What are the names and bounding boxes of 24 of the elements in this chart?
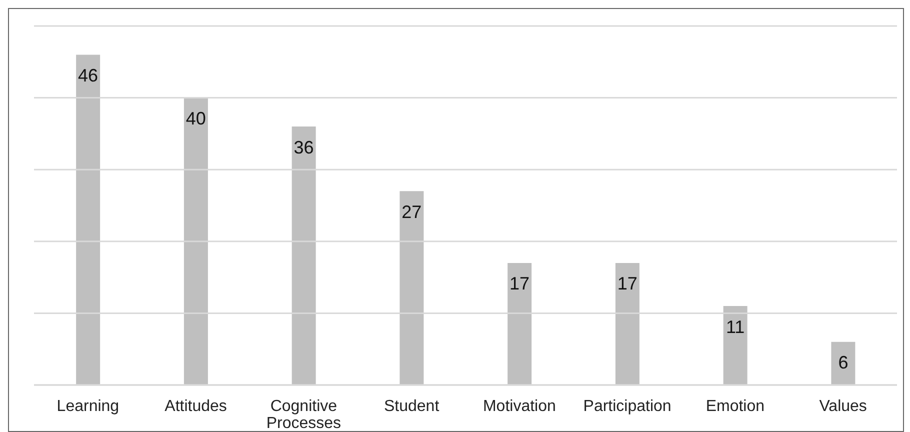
data-label: 17 — [617, 274, 638, 294]
x-tick-label: Cognitive Processes — [266, 398, 342, 432]
bar — [400, 191, 424, 385]
data-label: 40 — [186, 108, 206, 129]
bar — [615, 262, 640, 385]
bar — [184, 98, 208, 385]
data-label: 36 — [294, 137, 314, 158]
x-tick-label: Values — [819, 398, 867, 415]
data-label: 46 — [78, 66, 98, 86]
x-tick-label: Participation — [583, 398, 672, 415]
x-tick-label: Motivation — [482, 398, 556, 415]
bar — [831, 342, 856, 385]
x-tick-label: Attitudes — [164, 398, 227, 415]
data-label: 27 — [402, 202, 422, 222]
bar — [76, 54, 100, 385]
data-label: 6 — [838, 352, 848, 373]
bar — [723, 306, 748, 385]
x-tick-label: Learning — [56, 398, 120, 415]
data-label: 17 — [510, 274, 530, 294]
data-label: 11 — [726, 316, 745, 337]
bar — [508, 262, 532, 385]
x-tick-label: Emotion — [706, 398, 765, 415]
x-tick-label: Student — [384, 398, 440, 415]
bar — [292, 126, 316, 385]
